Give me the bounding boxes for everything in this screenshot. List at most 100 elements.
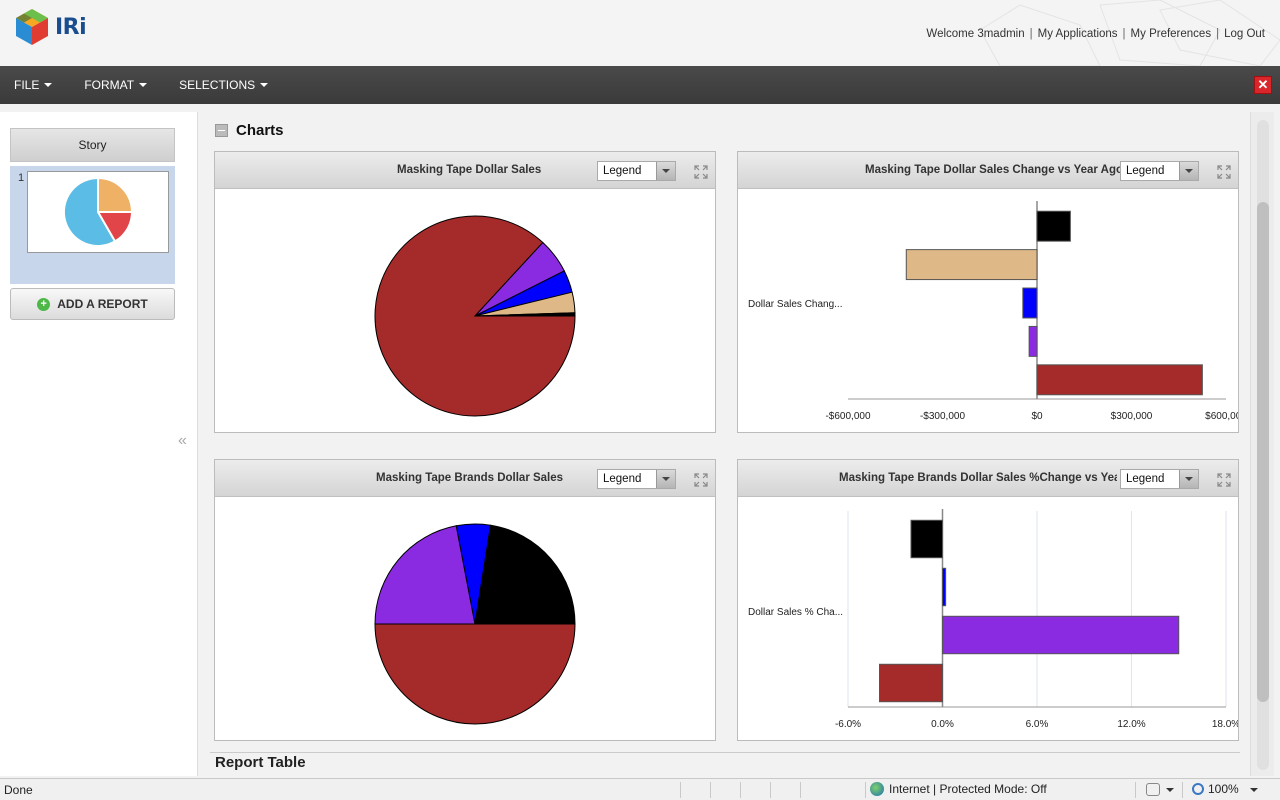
magnifier-icon bbox=[1192, 783, 1204, 795]
pie-slice[interactable] bbox=[374, 525, 476, 625]
app-header: IRi Welcome 3madmin | My Applications | … bbox=[0, 0, 1280, 66]
status-divider bbox=[1182, 782, 1183, 798]
status-text: Done bbox=[4, 783, 33, 797]
logo-text: IRi bbox=[55, 14, 87, 40]
legend-dropdown[interactable]: Legend bbox=[597, 469, 676, 489]
legend-dropdown[interactable]: Legend bbox=[1120, 161, 1199, 181]
chart-body bbox=[215, 189, 715, 434]
pie-chart bbox=[374, 215, 576, 417]
bar[interactable] bbox=[1022, 287, 1038, 319]
log-out-link[interactable]: Log Out bbox=[1224, 28, 1265, 40]
my-applications-link[interactable]: My Applications bbox=[1037, 28, 1118, 40]
chart-header: Masking Tape Dollar Sales Legend bbox=[215, 152, 715, 189]
chart-panel-dollar-sales: Masking Tape Dollar Sales Legend bbox=[214, 151, 716, 433]
status-divider bbox=[865, 782, 866, 798]
chart-body bbox=[215, 497, 715, 742]
section-title: Charts bbox=[236, 122, 284, 139]
bar[interactable] bbox=[942, 615, 1180, 655]
report-table-section-header[interactable]: Report Table bbox=[215, 754, 306, 776]
tick-label: -6.0% bbox=[835, 719, 861, 730]
bar[interactable] bbox=[1036, 364, 1203, 396]
vertical-scrollbar[interactable] bbox=[1250, 112, 1274, 776]
pie-slice[interactable] bbox=[374, 623, 576, 725]
header-watermark bbox=[979, 0, 1280, 66]
bar[interactable] bbox=[905, 249, 1038, 281]
status-bar: Done Internet | Protected Mode: Off 100% bbox=[0, 778, 1280, 800]
status-divider bbox=[680, 782, 681, 798]
close-icon[interactable]: ✕ bbox=[1254, 76, 1272, 94]
bar[interactable] bbox=[942, 567, 947, 607]
chart-body: Dollar Sales Chang... -$600,000 -$300,000 $… bbox=[738, 189, 1247, 434]
expand-icon[interactable] bbox=[1216, 472, 1232, 488]
bar[interactable] bbox=[1036, 210, 1071, 242]
chevron-down-icon bbox=[1179, 470, 1198, 488]
link-separator: | bbox=[1122, 28, 1126, 40]
chevron-down-icon bbox=[656, 470, 675, 488]
section-title: Report Table bbox=[215, 754, 306, 771]
legend-dropdown-value: Legend bbox=[1126, 473, 1165, 485]
scroll-thumb[interactable] bbox=[1257, 202, 1269, 702]
status-divider bbox=[710, 782, 711, 798]
collapse-section-icon[interactable] bbox=[215, 124, 228, 137]
menu-format-label: FORMAT bbox=[84, 78, 135, 92]
chart-title: Masking Tape Brands Dollar Sales bbox=[376, 472, 564, 484]
collapse-panel-icon[interactable]: « bbox=[178, 432, 187, 449]
legend-dropdown[interactable]: Legend bbox=[597, 161, 676, 181]
my-preferences-link[interactable]: My Preferences bbox=[1130, 28, 1212, 40]
bar[interactable] bbox=[910, 519, 943, 559]
status-divider bbox=[800, 782, 801, 798]
chevron-down-icon[interactable] bbox=[1166, 788, 1174, 792]
chevron-down-icon bbox=[656, 162, 675, 180]
charts-section-header[interactable]: Charts bbox=[215, 122, 284, 139]
menu-file[interactable]: FILE bbox=[0, 78, 66, 92]
menu-bar: FILE FORMAT SELECTIONS ✕ bbox=[0, 66, 1280, 104]
chart-header: Masking Tape Brands Dollar Sales %Change… bbox=[738, 460, 1238, 497]
caret-down-icon bbox=[260, 83, 269, 87]
link-separator: | bbox=[1216, 28, 1220, 40]
pie-slice[interactable] bbox=[474, 524, 576, 625]
chart-title: Masking Tape Dollar Sales bbox=[397, 164, 542, 176]
chart-panel-brands-pct-change: Masking Tape Brands Dollar Sales %Change… bbox=[737, 459, 1240, 741]
status-divider bbox=[1135, 782, 1136, 798]
zone-text: Internet | Protected Mode: Off bbox=[889, 782, 1047, 796]
link-separator: | bbox=[1029, 28, 1033, 40]
bar-chart: Dollar Sales % Cha... -6.0% 0.0% 6.0% 12.0% 1… bbox=[748, 509, 1240, 730]
thumbnail-pie-chart bbox=[62, 176, 134, 247]
report-thumbnail[interactable] bbox=[27, 171, 169, 253]
chart-panel-brands-dollar-sales: Masking Tape Brands Dollar Sales Legend bbox=[214, 459, 716, 741]
add-report-label: ADD A REPORT bbox=[57, 297, 148, 311]
add-report-button[interactable]: + ADD A REPORT bbox=[10, 288, 175, 320]
globe-icon bbox=[870, 782, 884, 796]
pie-slice[interactable] bbox=[474, 312, 576, 317]
welcome-text: Welcome 3madmin bbox=[926, 28, 1025, 40]
legend-dropdown-value: Legend bbox=[603, 165, 642, 177]
chart-title: Masking Tape Dollar Sales Change vs Year… bbox=[865, 164, 1123, 176]
tick-label: 12.0% bbox=[1117, 719, 1145, 730]
caret-down-icon bbox=[139, 83, 148, 87]
chart-panel-dollar-sales-change: Masking Tape Dollar Sales Change vs Year… bbox=[737, 151, 1247, 434]
user-links: Welcome 3madmin | My Applications | My P… bbox=[921, 28, 1270, 40]
legend-dropdown[interactable]: Legend bbox=[1120, 469, 1199, 489]
chevron-down-icon[interactable] bbox=[1250, 788, 1258, 792]
expand-icon[interactable] bbox=[1216, 164, 1232, 180]
menu-format[interactable]: FORMAT bbox=[70, 78, 161, 92]
bar[interactable] bbox=[879, 663, 943, 703]
bar[interactable] bbox=[1028, 325, 1038, 357]
tick-label: 0.0% bbox=[931, 719, 954, 730]
status-divider bbox=[740, 782, 741, 798]
story-thumbnail-item[interactable]: 1 bbox=[10, 166, 175, 284]
menu-selections[interactable]: SELECTIONS bbox=[165, 78, 282, 92]
iri-logo[interactable]: IRi bbox=[15, 8, 87, 46]
expand-icon[interactable] bbox=[693, 472, 709, 488]
category-label: Dollar Sales Chang... bbox=[748, 299, 843, 310]
tick-label: 18.0% bbox=[1212, 719, 1238, 730]
tick-label: $600,000 bbox=[1205, 411, 1238, 422]
caret-down-icon bbox=[44, 83, 53, 87]
story-header[interactable]: Story bbox=[10, 128, 175, 162]
zoom-level: 100% bbox=[1208, 782, 1239, 796]
settings-icon[interactable] bbox=[1146, 783, 1160, 796]
expand-icon[interactable] bbox=[693, 164, 709, 180]
chart-title: Masking Tape Brands Dollar Sales %Change… bbox=[839, 472, 1117, 484]
zoom-control[interactable]: 100% bbox=[1192, 782, 1239, 796]
security-zone[interactable]: Internet | Protected Mode: Off bbox=[870, 782, 1047, 796]
